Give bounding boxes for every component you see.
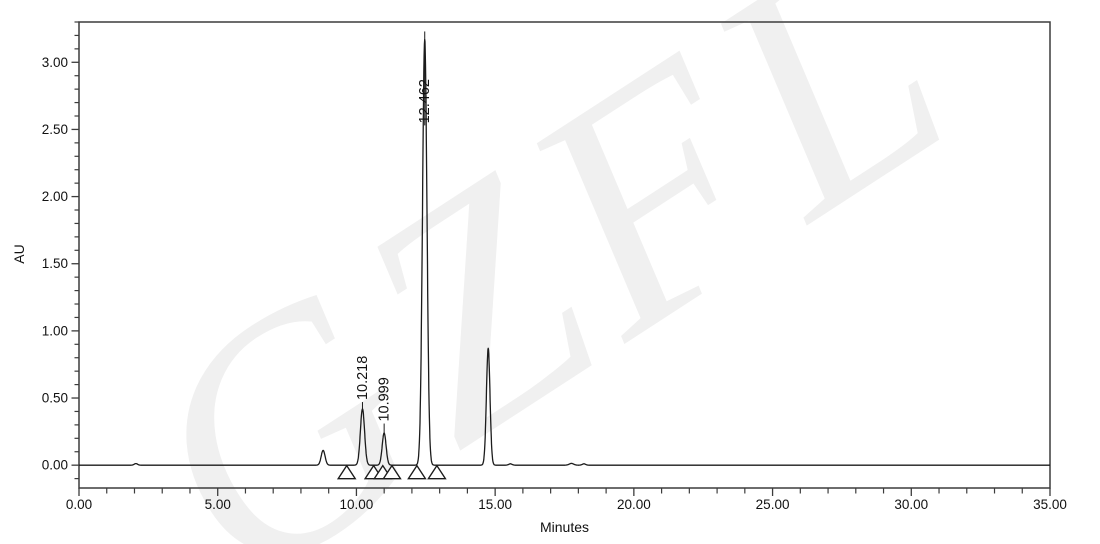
peak-label: 10.218	[355, 356, 371, 400]
x-tick-label: 20.00	[617, 497, 651, 512]
integration-marker-icon	[407, 464, 427, 480]
y-tick-label: 2.50	[42, 122, 68, 137]
peak-label: 12.462	[417, 79, 433, 123]
y-tick-label: 1.50	[42, 256, 68, 271]
x-tick-label: 25.00	[756, 497, 790, 512]
x-tick-label: 10.00	[340, 497, 374, 512]
x-tick-label: 35.00	[1033, 497, 1067, 512]
x-tick-label: 30.00	[894, 497, 928, 512]
y-tick-label: 2.00	[42, 189, 68, 204]
y-tick-label: 0.50	[42, 391, 68, 406]
integration-marker-icon	[427, 464, 447, 480]
x-tick-label: 0.00	[66, 497, 92, 512]
y-tick-label: 1.00	[42, 323, 68, 338]
x-axis-title: Minutes	[539, 519, 590, 535]
y-tick-label: 3.00	[42, 55, 68, 70]
chromatogram-trace	[78, 38, 1051, 466]
integration-marker-icon	[336, 464, 357, 480]
x-tick-label: 15.00	[478, 497, 512, 512]
y-axis-title: AU	[11, 244, 27, 264]
plot-border	[78, 21, 1051, 489]
x-tick-label: 5.00	[205, 497, 231, 512]
y-tick-label: 0.00	[42, 458, 68, 473]
integration-marker-icon	[382, 464, 402, 480]
peak-label: 10.999	[377, 377, 393, 421]
